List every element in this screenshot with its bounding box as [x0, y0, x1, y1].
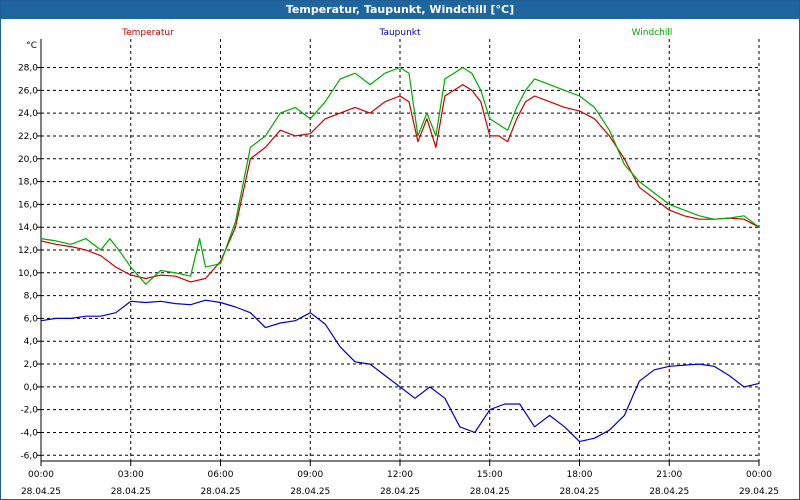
x-tick-date-label: 29.04.25 — [739, 487, 779, 497]
y-tick-label: 24,0 — [18, 109, 38, 119]
y-tick-label: 26,0 — [18, 86, 38, 96]
x-tick-time-label: 15:00 — [477, 470, 503, 480]
x-tick-time-label: 12:00 — [387, 470, 413, 480]
x-tick-time-label: 00:00 — [28, 470, 54, 480]
y-tick-label: 10,0 — [18, 269, 38, 279]
x-tick-date-label: 28.04.25 — [200, 487, 240, 497]
y-tick-label: 22,0 — [18, 132, 38, 142]
y-tick-label: 0,0 — [24, 383, 39, 393]
y-tick-label: -4,0 — [20, 428, 38, 438]
x-tick-date-label: 28.04.25 — [649, 487, 689, 497]
x-tick-time-label: 21:00 — [656, 470, 682, 480]
series-line-temperatur — [40, 83, 760, 283]
y-tick-label: 20,0 — [18, 155, 38, 165]
x-tick-date-label: 28.04.25 — [21, 487, 61, 497]
y-tick-label: 4,0 — [24, 337, 39, 347]
y-tick-label: 12,0 — [18, 246, 38, 256]
y-tick-label: -2,0 — [20, 406, 38, 416]
x-tick-date-label: 28.04.25 — [559, 487, 599, 497]
series-line-windchill — [40, 66, 760, 285]
window-title: Temperatur, Taupunkt, Windchill [°C] — [1, 1, 799, 19]
y-tick-label: 2,0 — [24, 360, 39, 370]
y-tick-label: -6,0 — [20, 451, 38, 461]
y-tick-label: 14,0 — [18, 223, 38, 233]
y-tick-label: 18,0 — [18, 178, 38, 188]
x-tick-time-label: 18:00 — [567, 470, 593, 480]
series-line-taupunkt — [40, 299, 760, 443]
x-tick-date-label: 28.04.25 — [380, 487, 420, 497]
x-tick-date-label: 28.04.25 — [111, 487, 151, 497]
legend-windchill: Windchill — [632, 28, 673, 38]
legend-temperatur: Temperatur — [121, 28, 174, 38]
y-tick-label: 6,0 — [24, 314, 39, 324]
y-tick-label: 16,0 — [18, 200, 38, 210]
x-tick-date-label: 28.04.25 — [290, 487, 330, 497]
y-axis-unit-label: °C — [26, 41, 37, 51]
legend-taupunkt: Taupunkt — [378, 28, 421, 38]
x-tick-time-label: 03:00 — [118, 470, 144, 480]
x-tick-date-label: 28.04.25 — [470, 487, 510, 497]
y-tick-label: 28,0 — [18, 64, 38, 74]
y-tick-label: 8,0 — [24, 292, 39, 302]
x-tick-time-label: 09:00 — [297, 470, 323, 480]
x-tick-time-label: 00:00 — [746, 470, 772, 480]
x-tick-time-label: 06:00 — [208, 470, 234, 480]
